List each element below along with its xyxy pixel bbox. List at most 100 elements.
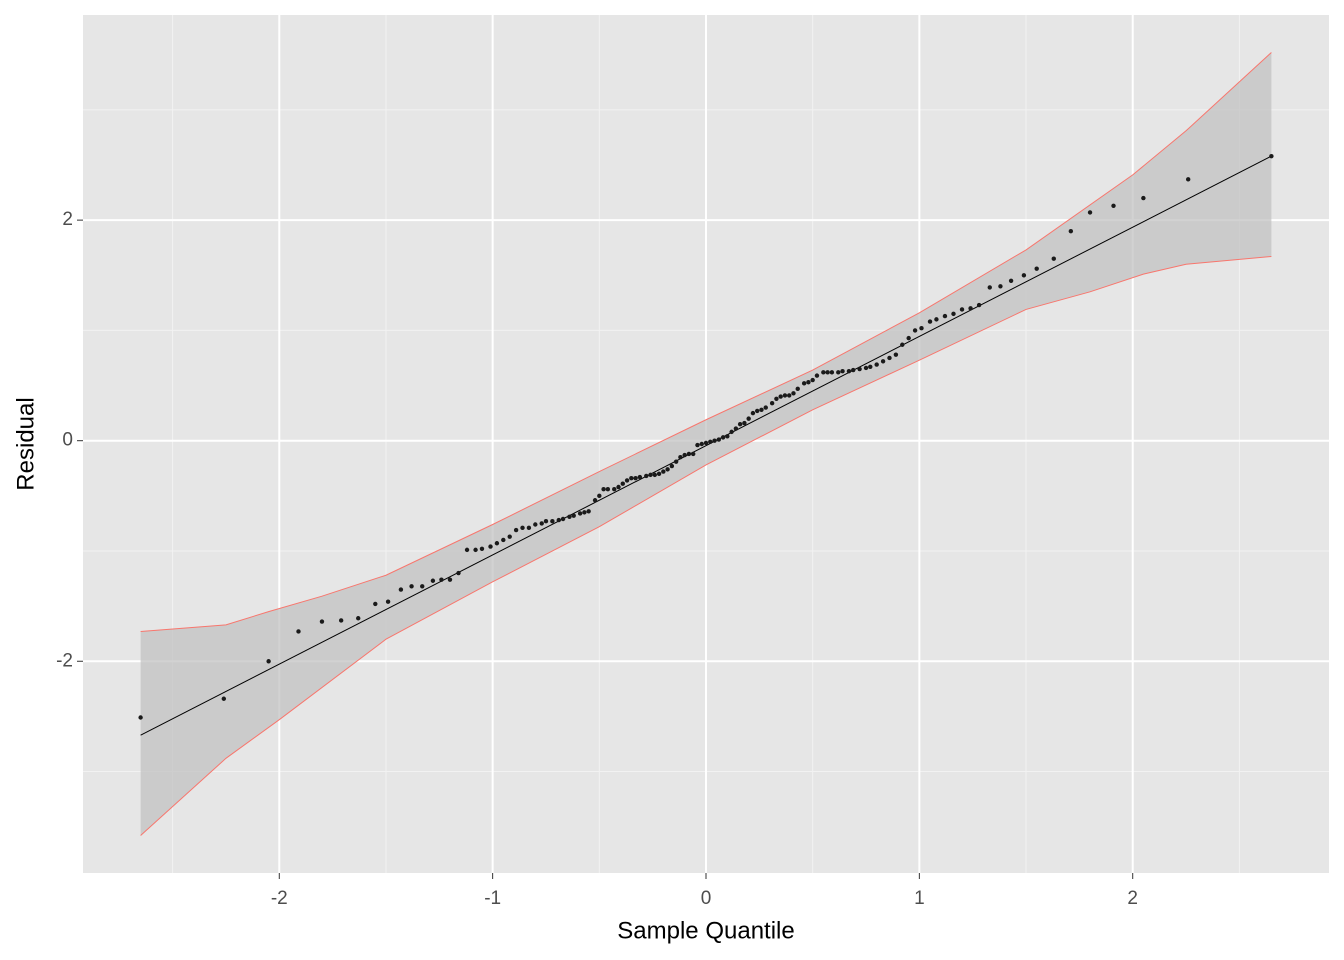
point xyxy=(616,484,621,490)
point xyxy=(880,359,886,364)
point xyxy=(791,391,796,396)
point xyxy=(533,522,538,527)
point xyxy=(501,537,506,543)
point xyxy=(755,408,760,414)
y-tick-label: 0 xyxy=(62,430,73,451)
point xyxy=(987,285,992,290)
point xyxy=(665,467,670,472)
point xyxy=(592,498,598,503)
point xyxy=(652,472,657,478)
point xyxy=(725,434,730,439)
point xyxy=(795,386,800,392)
point xyxy=(637,474,643,480)
point xyxy=(385,599,391,604)
point xyxy=(1068,228,1074,234)
band-lower xyxy=(140,256,1272,836)
band-upper xyxy=(140,52,1272,632)
point xyxy=(488,544,493,549)
point xyxy=(1034,266,1039,271)
point xyxy=(942,313,948,319)
point xyxy=(409,584,414,589)
point xyxy=(678,455,683,460)
point xyxy=(221,696,227,701)
point xyxy=(906,335,911,341)
y-axis-title: Residual xyxy=(12,397,39,490)
point xyxy=(494,541,500,546)
point xyxy=(430,578,436,583)
point xyxy=(720,435,726,440)
point xyxy=(893,352,899,357)
point xyxy=(464,547,470,553)
point xyxy=(586,509,591,514)
point xyxy=(708,439,713,444)
point xyxy=(266,659,271,664)
point xyxy=(560,516,566,522)
point xyxy=(778,394,783,399)
point xyxy=(398,587,404,592)
point xyxy=(959,307,965,312)
point xyxy=(927,319,933,324)
point xyxy=(857,366,862,372)
point xyxy=(526,525,532,531)
point xyxy=(648,472,653,478)
point xyxy=(296,629,301,634)
x-tick-label: 2 xyxy=(1127,888,1138,909)
point xyxy=(1008,278,1014,283)
point xyxy=(624,478,630,483)
point xyxy=(729,429,734,435)
point xyxy=(686,451,692,457)
point xyxy=(699,441,704,447)
point xyxy=(763,405,768,410)
x-tick-label: 0 xyxy=(701,888,712,909)
point xyxy=(750,410,756,416)
point xyxy=(951,311,956,317)
point xyxy=(420,584,425,589)
point xyxy=(742,420,747,426)
point xyxy=(759,407,764,413)
point xyxy=(737,421,743,427)
point xyxy=(825,370,830,375)
point xyxy=(868,364,873,370)
point xyxy=(703,440,709,446)
point xyxy=(716,437,722,442)
point xyxy=(1111,203,1116,208)
point xyxy=(373,601,378,607)
point xyxy=(138,715,143,720)
point xyxy=(605,487,611,492)
point xyxy=(447,577,453,582)
point xyxy=(567,514,572,519)
point xyxy=(456,570,461,576)
point xyxy=(934,317,939,322)
point xyxy=(829,370,835,375)
y-tick-label: -2 xyxy=(56,650,73,671)
point xyxy=(543,518,549,524)
point xyxy=(577,511,583,516)
point xyxy=(356,616,361,621)
point xyxy=(319,619,325,624)
point xyxy=(810,377,815,383)
point xyxy=(814,373,820,378)
point xyxy=(787,393,792,398)
reference-line xyxy=(140,155,1272,736)
point xyxy=(473,547,478,553)
point xyxy=(661,469,666,474)
point xyxy=(673,459,679,464)
point xyxy=(571,513,576,518)
point xyxy=(851,367,856,373)
point xyxy=(612,487,617,492)
point xyxy=(690,451,696,457)
point xyxy=(887,355,892,361)
point xyxy=(1021,273,1027,278)
point xyxy=(846,369,852,374)
point xyxy=(1141,195,1146,201)
point xyxy=(900,342,905,347)
point xyxy=(774,396,779,401)
x-tick-label: 1 xyxy=(914,888,925,909)
x-tick-label: -1 xyxy=(484,888,501,909)
point xyxy=(919,326,924,331)
point xyxy=(836,370,841,375)
point xyxy=(633,475,638,481)
point xyxy=(874,362,879,367)
point xyxy=(597,493,602,499)
point xyxy=(338,618,344,623)
